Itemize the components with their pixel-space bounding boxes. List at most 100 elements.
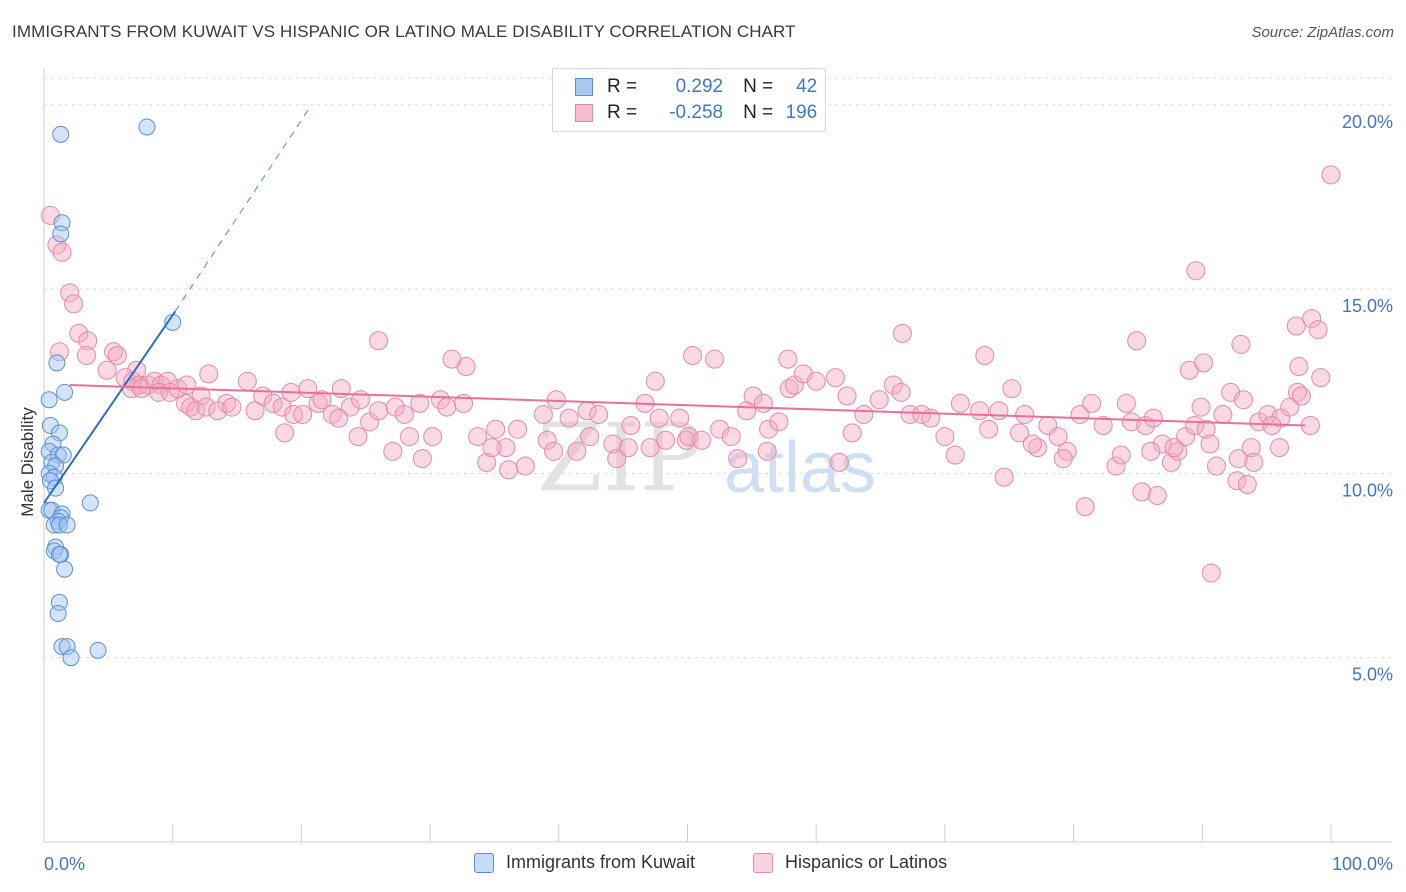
- hispanic-point: [1231, 334, 1251, 354]
- hispanic-point: [1194, 353, 1214, 373]
- hispanic-point: [1168, 441, 1188, 461]
- hispanic-point: [515, 456, 535, 476]
- correlation-legend: R = 0.292 N = 42 R = -0.258 N = 196: [552, 68, 826, 132]
- hispanic-point: [78, 331, 98, 351]
- hispanic-point: [769, 412, 789, 432]
- hispanic-point: [107, 345, 127, 365]
- kuwait-trend-extension: [174, 108, 310, 312]
- hispanic-point: [103, 342, 123, 362]
- hispanic-point: [423, 427, 443, 447]
- hispanic-point: [442, 349, 462, 369]
- y-tick-label: 10.0%: [1342, 480, 1393, 500]
- hispanic-point: [692, 430, 712, 450]
- hispanic-point: [482, 438, 502, 458]
- hispanic-point: [49, 342, 69, 362]
- hispanic-point: [410, 393, 430, 413]
- hispanic-point: [1161, 452, 1181, 472]
- hispanic-point: [1280, 397, 1300, 417]
- legend-row-kuwait: R = 0.292 N = 42: [575, 75, 817, 99]
- hispanic-point: [935, 427, 955, 447]
- hispanic-point: [1186, 261, 1206, 281]
- hispanic-point: [1002, 379, 1022, 399]
- hispanic-point: [486, 419, 506, 439]
- hispanic-point: [645, 371, 665, 391]
- hispanic-point: [312, 390, 332, 410]
- hispanic-point: [1228, 449, 1248, 469]
- kuwait-point: [48, 354, 66, 372]
- kuwait-point: [58, 638, 76, 656]
- hispanic-point: [1010, 423, 1030, 443]
- hispanic-point: [430, 390, 450, 410]
- hispanic-point: [975, 345, 995, 365]
- hispanic-point: [196, 397, 216, 417]
- kuwait-point: [50, 546, 68, 564]
- hispanic-point: [383, 441, 403, 461]
- kuwait-points: [40, 118, 182, 667]
- hispanic-point: [400, 427, 420, 447]
- r-value: -0.258: [669, 102, 724, 123]
- hispanic-point: [1201, 563, 1221, 583]
- hispanic-point: [656, 430, 676, 450]
- hispanic-point: [329, 408, 349, 428]
- r-label: R =: [607, 76, 638, 97]
- hispanic-point: [533, 404, 553, 424]
- kuwait-point: [40, 442, 58, 460]
- hispanic-point: [308, 393, 328, 413]
- hispanic-point: [1082, 393, 1102, 413]
- hispanic-point: [132, 379, 152, 399]
- kuwait-trend-line: [43, 310, 177, 504]
- hispanic-point: [1213, 404, 1233, 424]
- hispanic-point: [891, 382, 911, 402]
- r-value: 0.292: [675, 76, 724, 97]
- hispanic-point: [621, 416, 641, 436]
- hispanic-point: [64, 294, 84, 314]
- y-tick-label: 15.0%: [1342, 296, 1393, 316]
- hispanic-point: [275, 423, 295, 443]
- hispanic-points: [40, 165, 1341, 583]
- hispanic-point: [970, 401, 990, 421]
- n-value: 42: [796, 76, 818, 97]
- hispanic-point: [199, 364, 219, 384]
- hispanic-point: [1093, 416, 1113, 436]
- kuwait-point: [58, 516, 76, 534]
- hispanic-point: [618, 438, 638, 458]
- hispanic-point: [743, 386, 763, 406]
- kuwait-point: [89, 641, 107, 659]
- hispanic-point: [1289, 357, 1309, 377]
- legend-item-hispanic[interactable]: Hispanics or Latinos: [753, 852, 947, 873]
- hispanic-point: [369, 331, 389, 351]
- hispanic-point: [1321, 165, 1341, 185]
- hispanic-point: [945, 445, 965, 465]
- hispanic-point: [1152, 434, 1172, 454]
- hispanic-point: [979, 419, 999, 439]
- hispanic-point: [589, 404, 609, 424]
- hispanic-point: [829, 452, 849, 472]
- trend-lines: [43, 108, 1306, 504]
- hispanic-point: [340, 397, 360, 417]
- kuwait-point: [49, 604, 67, 622]
- hispanic-point: [176, 393, 196, 413]
- hispanic-point: [676, 430, 696, 450]
- hispanic-point: [779, 379, 799, 399]
- hispanic-point: [757, 441, 777, 461]
- kuwait-point: [81, 494, 99, 512]
- hispanic-legend-swatch: [753, 852, 773, 873]
- hispanic-point: [759, 419, 779, 439]
- hispanic-point: [778, 349, 798, 369]
- hispanic-point: [245, 401, 265, 421]
- y-tick-label: 5.0%: [1352, 665, 1393, 685]
- kuwait-point: [41, 417, 59, 435]
- hispanic-point: [1015, 404, 1035, 424]
- series-legend: Immigrants from Kuwait Hispanics or Lati…: [0, 852, 1406, 878]
- hispanic-point: [683, 345, 703, 365]
- hispanic-point: [753, 393, 773, 413]
- hispanic-point: [883, 375, 903, 395]
- legend-item-kuwait[interactable]: Immigrants from Kuwait: [474, 852, 695, 873]
- hispanic-point: [892, 323, 912, 343]
- kuwait-point: [52, 125, 70, 143]
- hispanic-point: [52, 242, 72, 262]
- hispanic-point: [1127, 331, 1147, 351]
- hispanic-point: [369, 401, 389, 421]
- hispanic-point: [1116, 393, 1136, 413]
